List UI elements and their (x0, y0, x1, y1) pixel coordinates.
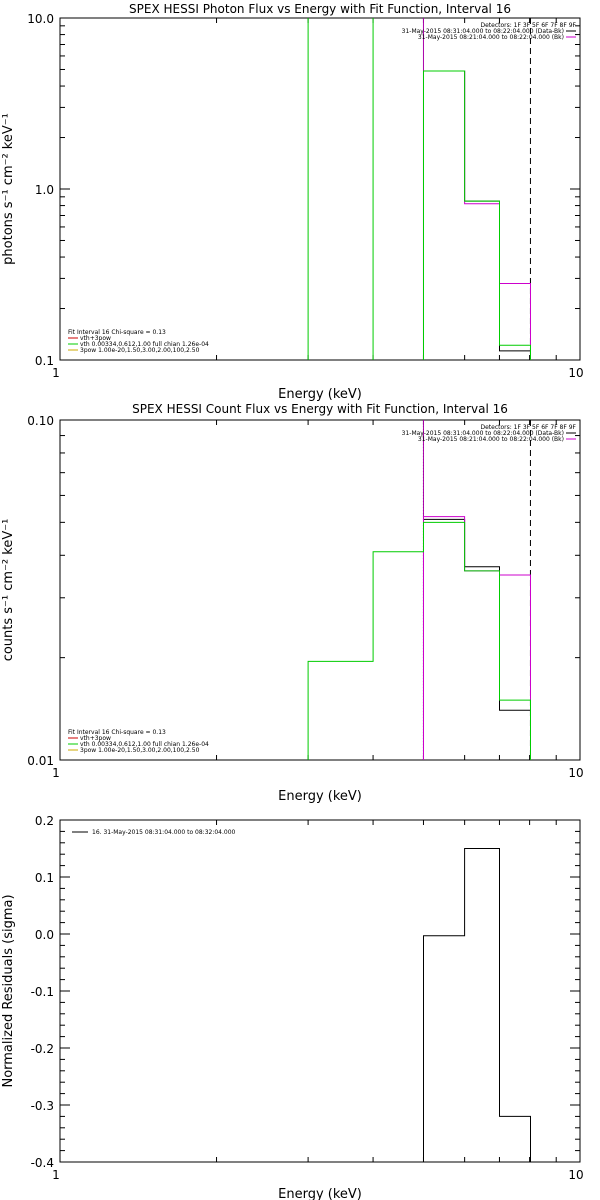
chart-panel-1: SPEX HESSI Photon Flux vs Energy with Fi… (1, 2, 584, 402)
x-axis-label: Energy (keV) (278, 789, 362, 804)
y-tick-label: -0.3 (31, 1099, 54, 1113)
data-series-step-line (423, 70, 531, 360)
chart-panel-2: SPEX HESSI Count Flux vs Energy with Fit… (1, 402, 584, 804)
x-tick-label: 1 (52, 366, 60, 380)
y-axis-label: Normalized Residuals (sigma) (1, 894, 16, 1087)
data-series-step-line (423, 848, 531, 1162)
data-series-step-line (423, 70, 531, 360)
y-axis-label: counts s⁻¹ cm⁻² keV⁻¹ (1, 519, 16, 662)
plot-frame (59, 819, 581, 1163)
legend-entry: 3pow 1.00e-20,1.50,3.00,2.00,100,2.50 (80, 347, 200, 354)
legend-entry: 31-May-2015 08:31:04.000 to 08:22:04.000… (402, 430, 564, 437)
plot-frame (59, 419, 581, 761)
legend-entry: 16. 31-May-2015 08:31:04.000 to 08:32:04… (92, 829, 236, 836)
legend-entry: Fit Interval 16 Chi-square = 0.13 (68, 329, 166, 336)
y-tick-label: 0.2 (35, 814, 54, 828)
legend-entry: 3pow 1.00e-20,1.50,3.00,2.00,100,2.50 (80, 747, 200, 754)
data-series-step-line (307, 521, 531, 760)
legend-entry: vth+3pow (80, 335, 111, 342)
y-tick-label: -0.1 (31, 985, 54, 999)
y-tick-label: 1.0 (35, 183, 54, 197)
legend-entry: 31-May-2015 08:31:04.000 to 08:22:04.000… (402, 28, 564, 35)
legend-entry: Fit Interval 16 Chi-square = 0.13 (68, 729, 166, 736)
legend-entry: vth 0.00334,0.612,1.00 full chian 1.26e-… (80, 341, 209, 348)
chart-title: SPEX HESSI Photon Flux vs Energy with Fi… (129, 2, 511, 16)
y-tick-label: 0.1 (35, 871, 54, 885)
y-tick-label: 0.10 (27, 414, 54, 428)
y-tick-label: 10.0 (27, 12, 54, 26)
chart-panel-3: 1 10 Energy (keV) -0.4 -0.3 -0.2 -0.1 0.0 0.1 0.2… (1, 814, 584, 1200)
legend-entry: 31-May-2015 08:21:04.000 to 08:22:04.000… (418, 34, 564, 41)
legend-entry: Detectors: 1F 3F 5F 6F 7F 8F 9F (480, 424, 576, 431)
x-tick-label: 10 (568, 366, 583, 380)
x-axis-label: Energy (keV) (278, 387, 362, 402)
data-series-step-line (423, 70, 531, 360)
plot-frame (59, 17, 581, 361)
legend-entry: vth+3pow (80, 735, 111, 742)
y-tick-label: 0.01 (27, 754, 54, 768)
legend-entry: vth 0.00334,0.612,1.00 full chian 1.26e-… (80, 741, 209, 748)
y-tick-label: 0.0 (35, 928, 54, 942)
data-series-step-line (423, 516, 531, 760)
data-series-step-line (423, 518, 531, 760)
x-axis-label: Energy (keV) (278, 1187, 362, 1200)
x-tick-label: 10 (568, 766, 583, 780)
y-tick-label: -0.4 (31, 1156, 54, 1170)
legend-entry: Detectors: 1F 3F 5F 6F 7F 8F 9F (480, 22, 576, 29)
x-tick-label: 1 (52, 766, 60, 780)
x-tick-label: 1 (52, 1168, 60, 1182)
chart-title: SPEX HESSI Count Flux vs Energy with Fit… (132, 402, 508, 416)
legend-entry: 31-May-2015 08:21:04.000 to 08:22:04.000… (418, 436, 564, 443)
x-tick-label: 10 (568, 1168, 583, 1182)
y-axis-label: photons s⁻¹ cm⁻² keV⁻¹ (1, 113, 16, 265)
y-tick-label: 0.1 (35, 354, 54, 368)
y-tick-label: -0.2 (31, 1042, 54, 1056)
